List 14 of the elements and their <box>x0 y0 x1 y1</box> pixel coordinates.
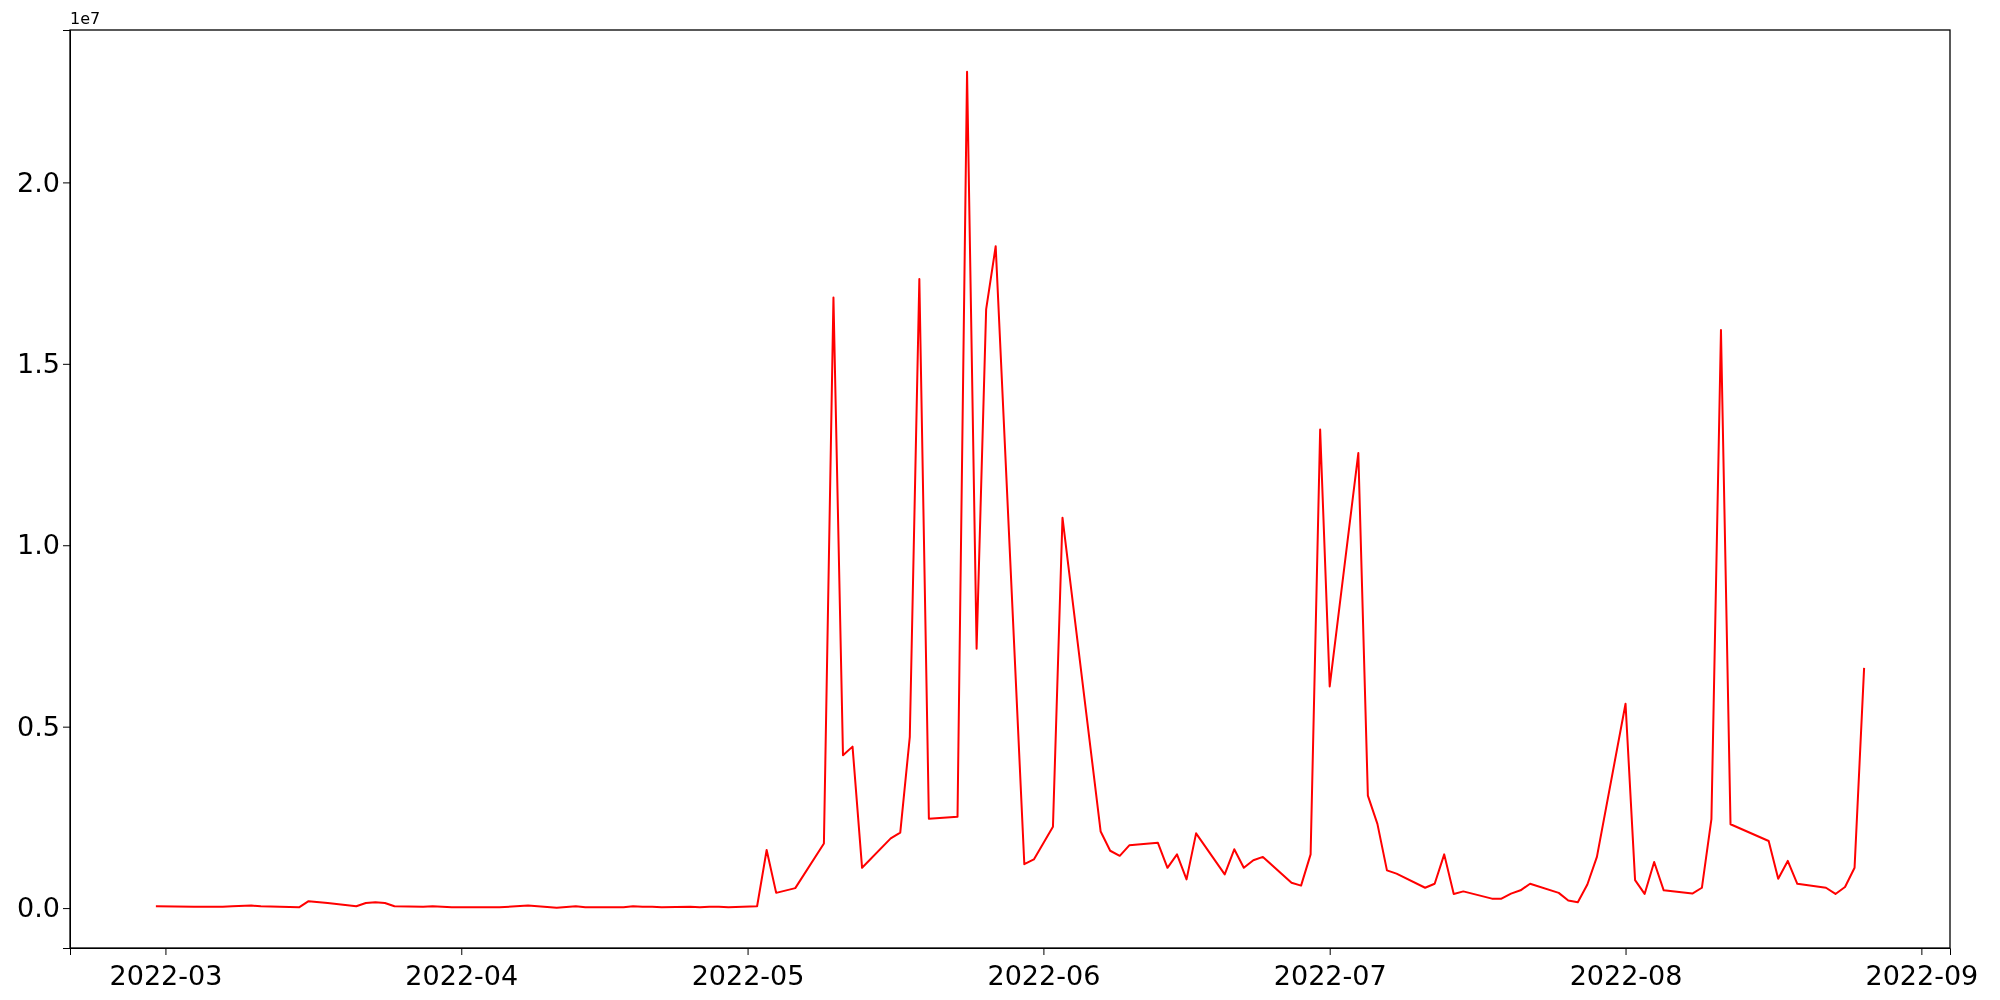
y-tick-label: 1.0 <box>17 529 60 561</box>
y-tick-label: 0.0 <box>17 892 60 924</box>
y-tick-label: 1.5 <box>17 347 60 379</box>
y-tick-label: 2.0 <box>17 166 60 198</box>
x-tick-label: 2022-04 <box>405 960 519 991</box>
x-tick-label: 2022-06 <box>987 960 1101 991</box>
x-tick-label: 2022-08 <box>1569 960 1683 991</box>
x-tick-label: 2022-09 <box>1865 960 1979 991</box>
x-tick-label: 2022-03 <box>109 960 223 991</box>
x-tick-label: 2022-05 <box>691 960 805 991</box>
line-series <box>154 70 1866 909</box>
x-tick-label: 2022-07 <box>1273 960 1387 991</box>
y-tick-label: 0.5 <box>17 710 60 742</box>
text: 1e7 <box>70 9 101 28</box>
